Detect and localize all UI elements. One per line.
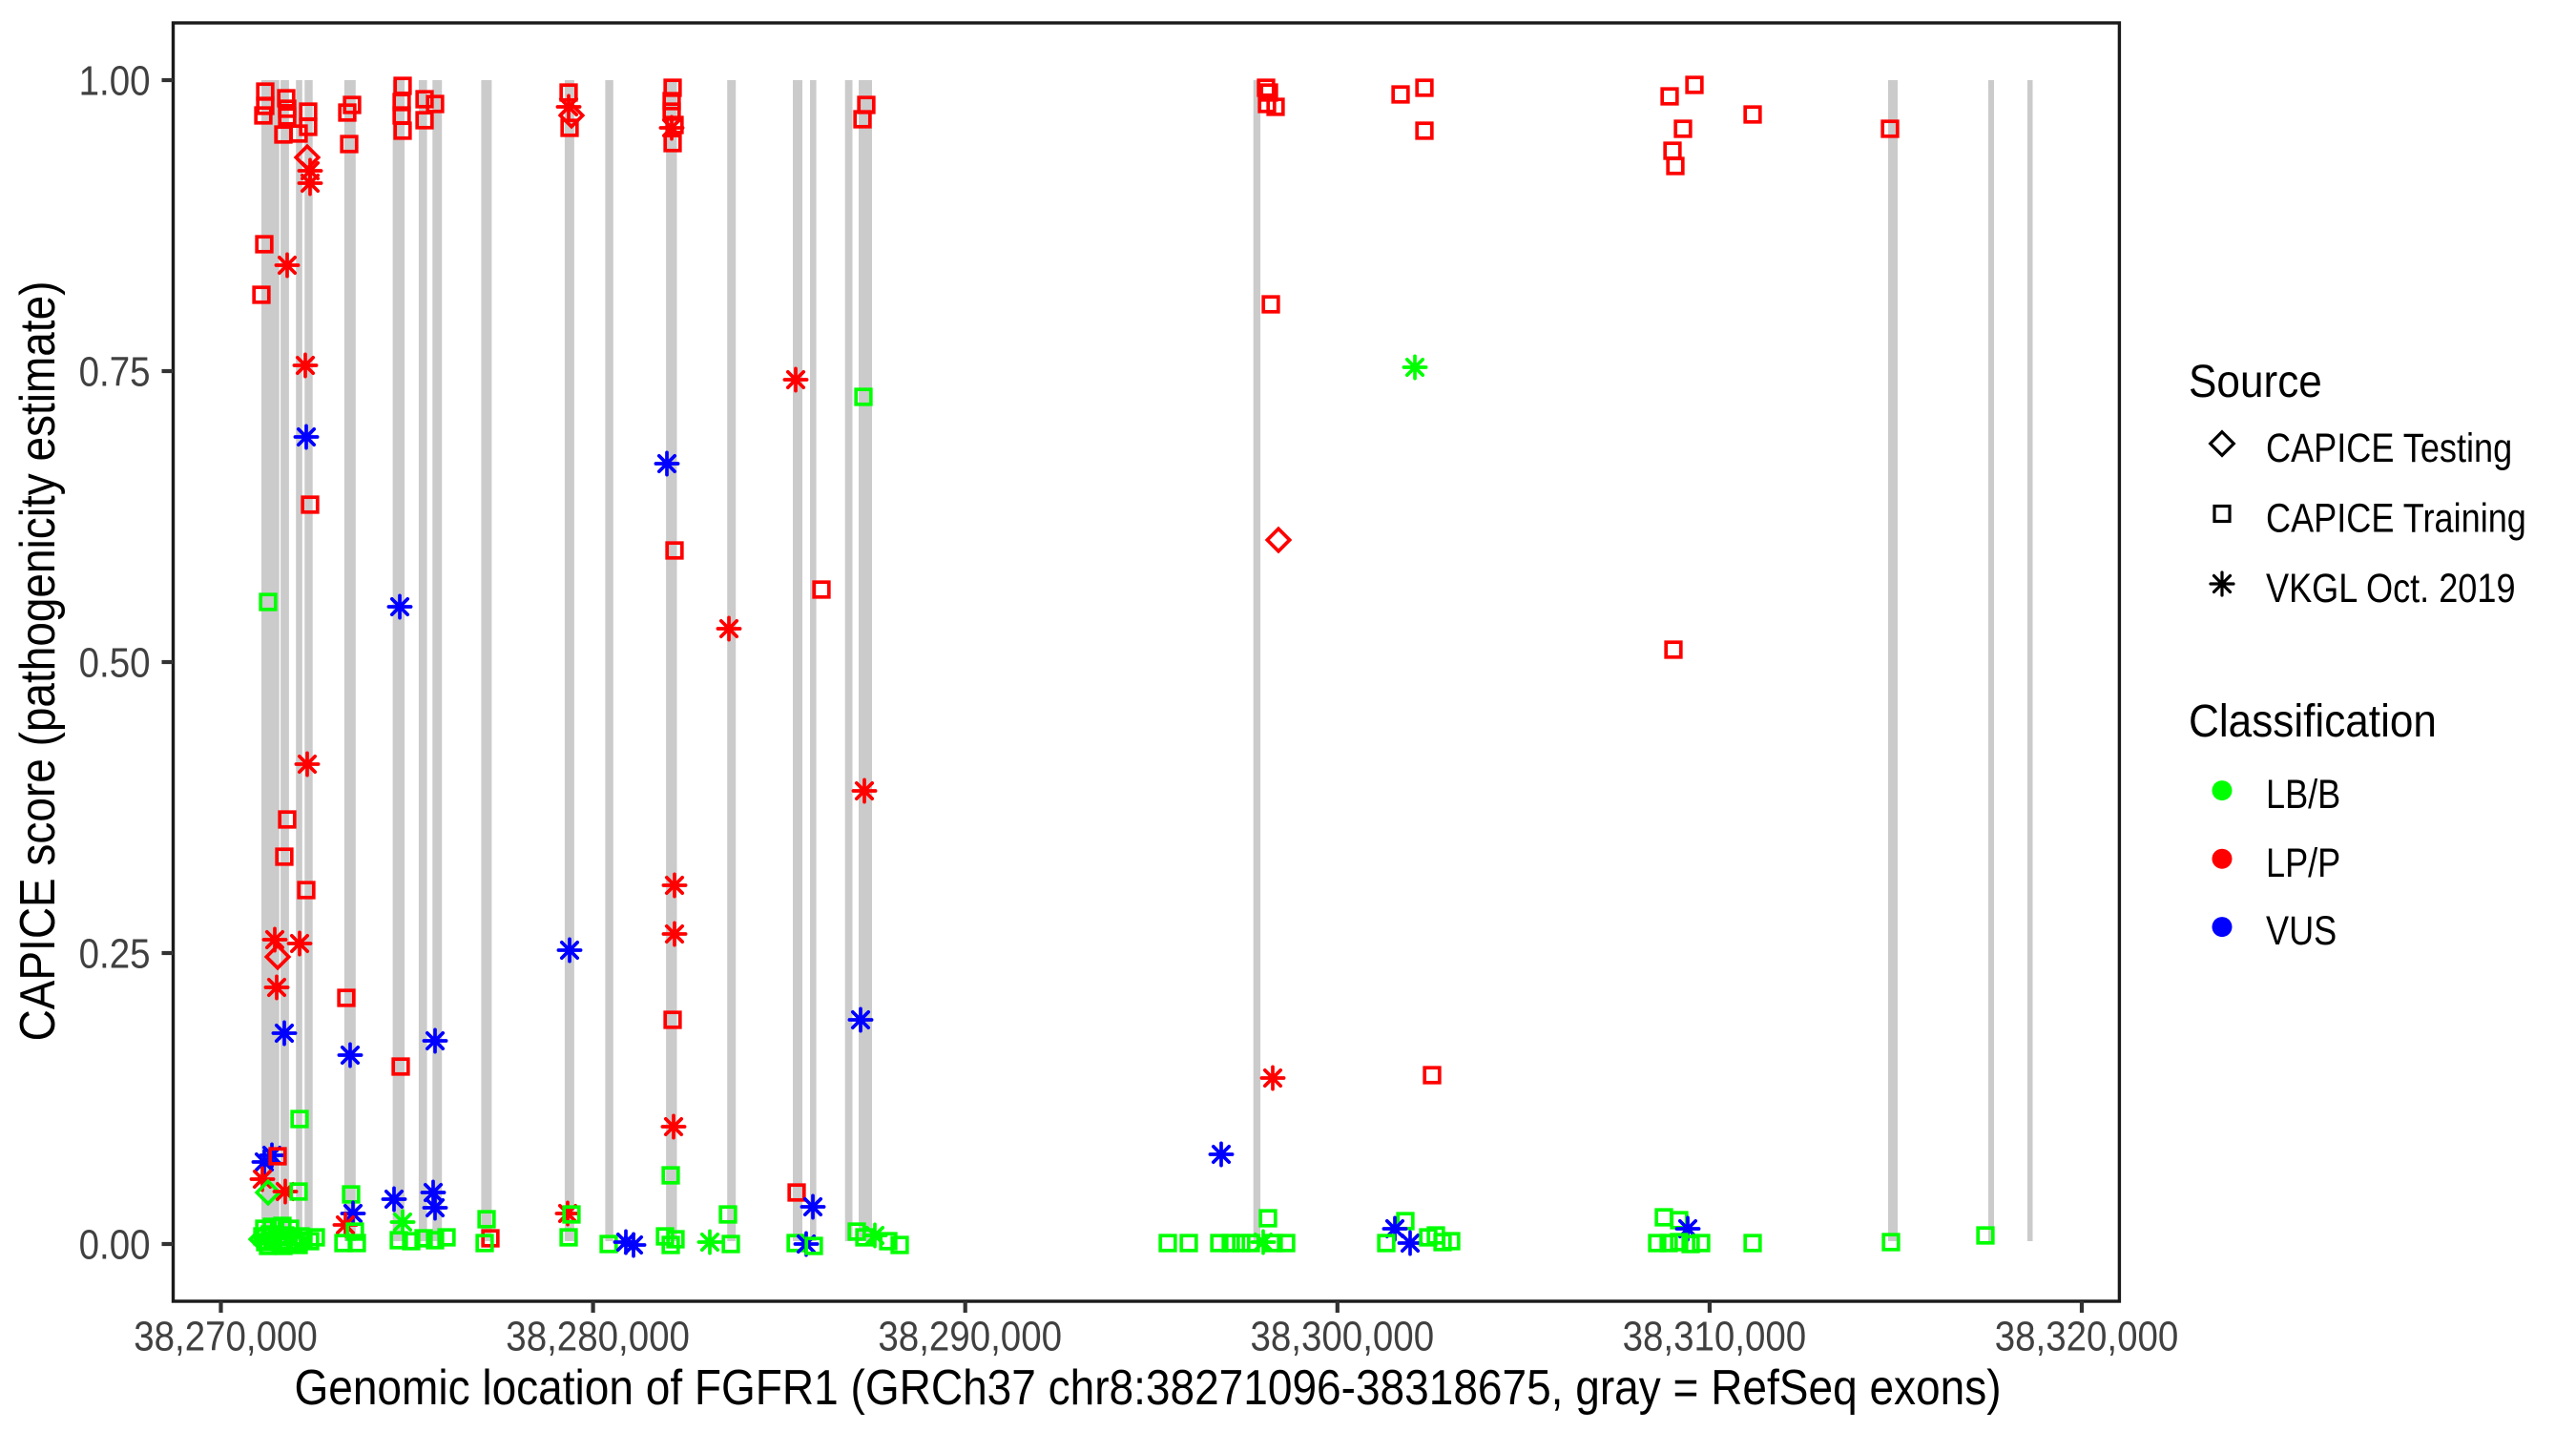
svg-text:0.00: 0.00 (79, 1222, 151, 1269)
svg-text:0.25: 0.25 (79, 931, 151, 978)
svg-text:0.50: 0.50 (79, 640, 151, 687)
svg-text:Classification: Classification (2189, 695, 2437, 746)
svg-text:0.75: 0.75 (79, 349, 151, 396)
svg-text:CAPICE Testing: CAPICE Testing (2266, 425, 2512, 471)
svg-text:VUS: VUS (2266, 908, 2337, 954)
svg-text:38,290,000: 38,290,000 (878, 1313, 1062, 1359)
svg-text:LP/P: LP/P (2266, 840, 2340, 886)
svg-text:LB/B: LB/B (2266, 772, 2340, 818)
svg-text:Genomic location of FGFR1 (GRC: Genomic location of FGFR1 (GRCh37 chr8:3… (294, 1359, 2001, 1415)
svg-text:38,270,000: 38,270,000 (134, 1313, 318, 1359)
svg-text:38,310,000: 38,310,000 (1623, 1313, 1807, 1359)
svg-text:1.00: 1.00 (79, 58, 151, 105)
svg-text:38,300,000: 38,300,000 (1250, 1313, 1434, 1359)
svg-text:38,320,000: 38,320,000 (1995, 1313, 2179, 1359)
svg-text:Source: Source (2189, 355, 2322, 406)
svg-text:38,280,000: 38,280,000 (506, 1313, 690, 1359)
svg-text:CAPICE score (pathogenicity es: CAPICE score (pathogenicity estimate) (10, 281, 65, 1042)
svg-text:VKGL Oct. 2019: VKGL Oct. 2019 (2266, 566, 2516, 612)
svg-text:CAPICE Training: CAPICE Training (2266, 496, 2526, 542)
